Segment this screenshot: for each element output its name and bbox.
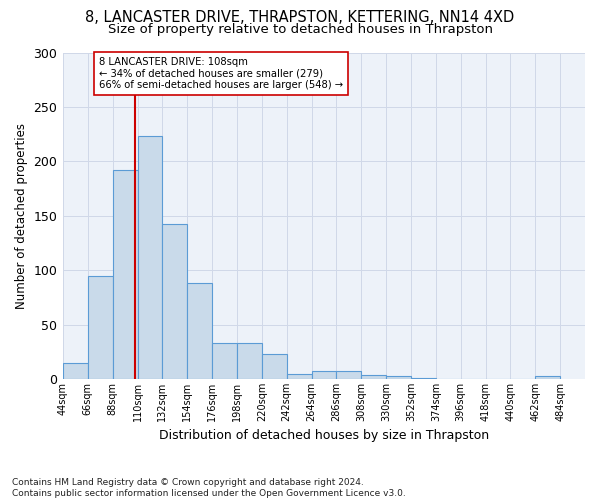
Bar (113, 170, 137, 379)
Bar (163, 224, 187, 379)
Bar (88, 276, 113, 379)
Text: Size of property relative to detached houses in Thrapston: Size of property relative to detached ho… (107, 22, 493, 36)
Bar (287, 374, 311, 379)
Bar (212, 343, 237, 379)
Bar (187, 283, 212, 379)
Text: 8, LANCASTER DRIVE, THRAPSTON, KETTERING, NN14 4XD: 8, LANCASTER DRIVE, THRAPSTON, KETTERING… (85, 10, 515, 25)
Text: 8 LANCASTER DRIVE: 108sqm
← 34% of detached houses are smaller (279)
66% of semi: 8 LANCASTER DRIVE: 108sqm ← 34% of detac… (99, 57, 343, 90)
X-axis label: Distribution of detached houses by size in Thrapston: Distribution of detached houses by size … (159, 430, 489, 442)
Bar (337, 372, 361, 379)
Bar (535, 376, 560, 379)
Bar (137, 136, 163, 379)
Bar (63, 362, 88, 379)
Text: Contains HM Land Registry data © Crown copyright and database right 2024.
Contai: Contains HM Land Registry data © Crown c… (12, 478, 406, 498)
Bar (262, 354, 287, 379)
Bar (311, 372, 337, 379)
Bar (237, 343, 262, 379)
Bar (411, 378, 436, 379)
Bar (386, 376, 411, 379)
Bar (361, 374, 386, 379)
Y-axis label: Number of detached properties: Number of detached properties (15, 123, 28, 309)
